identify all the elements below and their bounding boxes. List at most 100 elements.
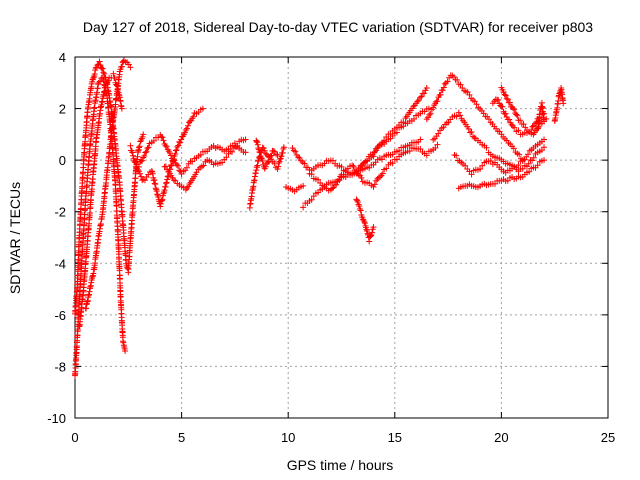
data-point: [508, 121, 515, 128]
data-point: [516, 151, 523, 158]
data-point: [423, 152, 430, 159]
data-point: [137, 138, 144, 145]
series-arc-G: [161, 136, 249, 193]
data-point: [110, 70, 117, 77]
data-point: [185, 183, 192, 190]
grid: [75, 57, 608, 418]
data-point: [127, 142, 134, 149]
data-point: [479, 162, 486, 169]
data-point: [364, 227, 371, 234]
data-point: [253, 138, 260, 145]
data-point: [105, 77, 112, 84]
data-point: [174, 143, 181, 150]
data-point: [353, 196, 360, 203]
y-tick-label: -2: [54, 205, 66, 220]
data-point: [432, 145, 439, 152]
chart-title: Day 127 of 2018, Sidereal Day-to-day VTE…: [83, 19, 593, 35]
data-point: [182, 127, 189, 134]
x-tick-label: 0: [71, 430, 78, 445]
data-point: [455, 109, 462, 116]
data-point: [167, 162, 174, 169]
data-point: [453, 152, 460, 159]
data-point: [338, 163, 345, 170]
data-point: [308, 196, 315, 203]
data-point: [96, 78, 103, 85]
data-point: [118, 105, 125, 112]
data-point: [350, 163, 357, 170]
data-point: [364, 230, 371, 237]
data-point: [371, 148, 378, 155]
data-point: [330, 184, 337, 191]
data-point: [434, 141, 441, 148]
data-point: [143, 148, 150, 155]
data-point: [440, 84, 447, 91]
data-point: [178, 136, 185, 143]
data-point: [160, 190, 167, 197]
data-point: [140, 154, 147, 161]
data-point: [541, 136, 548, 143]
data-point: [300, 182, 307, 189]
data-point: [229, 148, 236, 155]
data-point: [280, 144, 287, 151]
data-point: [134, 166, 141, 173]
data-point: [274, 151, 281, 158]
data-point: [141, 177, 148, 184]
series-arc-V: [551, 84, 567, 125]
data-point: [465, 125, 472, 132]
data-point: [135, 144, 142, 151]
data-point: [183, 125, 190, 132]
data-point: [439, 87, 446, 94]
data-point: [173, 146, 180, 153]
data-point: [129, 152, 136, 159]
data-point: [358, 174, 365, 181]
series-arc-S: [455, 157, 548, 192]
data-point: [300, 204, 307, 211]
data-point: [444, 78, 451, 85]
data-point: [164, 173, 171, 180]
data-point: [502, 110, 509, 117]
data-point: [172, 150, 179, 157]
data-point: [189, 158, 196, 165]
data-point: [520, 121, 527, 128]
data-point: [151, 180, 158, 187]
data-point: [477, 165, 484, 172]
data-point: [256, 149, 263, 156]
data-point: [162, 163, 169, 170]
data-point: [162, 142, 169, 149]
data-point: [101, 70, 108, 77]
data-point: [349, 162, 356, 169]
data-point: [370, 224, 377, 231]
data-point: [417, 136, 424, 143]
data-point: [259, 158, 266, 165]
data-point: [379, 156, 386, 163]
data-point: [427, 110, 434, 117]
data-point: [315, 176, 322, 183]
y-tick-label: -6: [54, 308, 66, 323]
data-point: [425, 105, 432, 112]
data-point: [163, 180, 170, 187]
data-point: [462, 162, 469, 169]
data-point: [426, 111, 433, 118]
data-point: [500, 89, 507, 96]
data-point: [541, 118, 548, 125]
data-point: [164, 176, 171, 183]
data-point: [502, 92, 509, 99]
data-point: [329, 157, 336, 164]
data-point: [141, 153, 148, 160]
data-point: [183, 164, 190, 171]
data-point: [167, 152, 174, 159]
data-point: [295, 154, 302, 161]
x-axis-label: GPS time / hours: [287, 457, 394, 473]
data-point: [271, 148, 278, 155]
data-point: [503, 95, 510, 102]
y-tick-label: 2: [59, 102, 66, 117]
data-point: [276, 158, 283, 165]
series-arc-N: [353, 196, 377, 245]
data-point: [132, 159, 139, 166]
x-tick-label: 20: [494, 430, 508, 445]
data-point: [159, 134, 166, 141]
data-point: [361, 220, 368, 227]
data-point: [457, 112, 464, 119]
y-tick-label: -8: [54, 359, 66, 374]
